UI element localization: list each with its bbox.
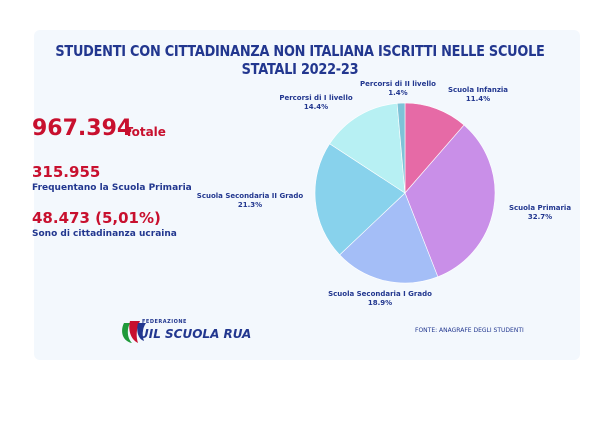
- slice-label-value: 32.7%: [528, 213, 552, 221]
- pie-slice-scuola-secondaria-ii-grado: [314, 143, 406, 256]
- slice-label-name: Scuola Secondaria I Grado: [328, 290, 432, 298]
- logo-name: UIL SCUOLA RUA: [139, 327, 252, 341]
- pie-slice-scuola-primaria: [404, 124, 496, 278]
- pie-slice-scuola-infanzia: [404, 102, 465, 194]
- ucraina-label: Sono di cittadinanza ucraina: [32, 229, 177, 239]
- slice-label-value: 1.4%: [388, 89, 407, 97]
- slice-label-value: 18.9%: [368, 299, 392, 307]
- total-value: 967.394: [32, 116, 133, 141]
- slice-label-value: 21.3%: [238, 201, 262, 209]
- primaria-value: 315.955: [32, 163, 101, 181]
- source-note: FONTE: ANAGRAFE DEGLI STUDENTI: [415, 327, 524, 334]
- slice-label-value: 14.4%: [304, 103, 328, 111]
- slice-label-value: 11.4%: [466, 95, 490, 103]
- slice-label-name: Percorsi di I livello: [279, 94, 353, 102]
- pie-slice-scuola-secondaria-i-grado: [339, 192, 439, 284]
- pie-slice-percorsi-di-i-livello: [329, 103, 406, 194]
- slice-label-name: Scuola Infanzia: [448, 86, 508, 94]
- slice-label-name: Scuola Secondaria II Grado: [197, 192, 304, 200]
- logo-federazione: FEDERAZIONE: [142, 319, 187, 325]
- chart-title: STUDENTI CON CITTADINANZA NON ITALIANA I…: [55, 42, 545, 78]
- total-label: Totale: [125, 125, 166, 139]
- pie-slice-percorsi-di-ii-livello: [396, 102, 406, 194]
- primaria-label: Frequentano la Scuola Primaria: [32, 183, 192, 193]
- slice-label-name: Percorsi di II livello: [360, 80, 436, 88]
- ucraina-value: 48.473 (5,01%): [32, 209, 161, 227]
- slice-label-name: Scuola Primaria: [509, 204, 571, 212]
- uil-logo-icon: [122, 321, 146, 343]
